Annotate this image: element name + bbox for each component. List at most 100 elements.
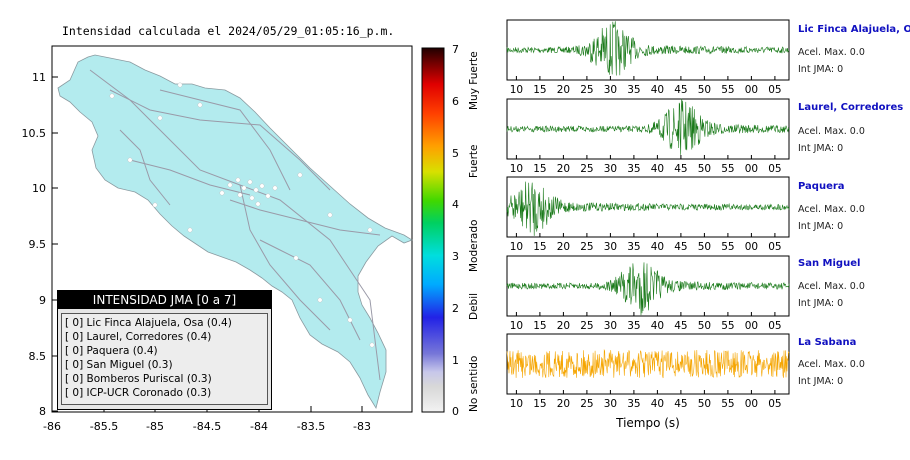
time-tick-label: 20: [557, 398, 570, 410]
time-tick-label: 00: [745, 320, 758, 332]
time-tick-label: 05: [768, 163, 781, 175]
time-tick-label: 55: [721, 241, 734, 253]
legend-body: [ 0] Lic Finca Alajuela, Osa (0.4) [ 0] …: [61, 313, 268, 405]
legend-title: INTENSIDAD JMA [0 a 7]: [58, 291, 271, 309]
y-tick-label: 10.5: [22, 127, 47, 140]
seismogram-trace: [506, 262, 790, 316]
intensity-legend: INTENSIDAD JMA [0 a 7] [ 0] Lic Finca Al…: [57, 290, 272, 410]
colorbar-tick: 1: [452, 354, 459, 367]
time-tick-label: 00: [745, 241, 758, 253]
station-name: Lic Finca Alajuela, Osa: [798, 24, 910, 35]
time-tick-label: 55: [721, 84, 734, 96]
time-tick-label: 35: [627, 241, 640, 253]
x-tick-label: -85.5: [90, 420, 118, 433]
time-tick-label: 25: [580, 163, 593, 175]
x-tick-label: -84.5: [193, 420, 221, 433]
time-tick-label: 50: [698, 163, 711, 175]
time-tick-label: 10: [510, 241, 523, 253]
time-tick-label: 25: [580, 241, 593, 253]
time-tick-label: 50: [698, 241, 711, 253]
seismogram-trace: [506, 181, 790, 236]
time-tick-label: 15: [533, 398, 546, 410]
y-tick-label: 9.5: [29, 238, 47, 251]
y-tick-label: 9: [39, 294, 46, 307]
legend-entry: [ 0] Lic Finca Alajuela, Osa (0.4): [65, 317, 232, 329]
colorbar-tick: 7: [452, 43, 459, 56]
x-tick-label: -86: [43, 420, 61, 433]
road-network: [89, 69, 381, 381]
station-jma: Int JMA: 0: [798, 143, 844, 154]
legend-entry: [ 0] Laurel, Corredores (0.4): [65, 331, 212, 343]
legend-entry: [ 0] ICP-UCR Coronado (0.3): [65, 387, 212, 399]
y-tick-label: 11: [32, 71, 46, 84]
legend-entry: [ 0] Paquera (0.4): [65, 345, 158, 357]
time-tick-label: 35: [627, 320, 640, 332]
time-tick-label: 00: [745, 163, 758, 175]
time-tick-label: 40: [651, 398, 664, 410]
time-tick-label: 40: [651, 241, 664, 253]
time-tick-label: 55: [721, 398, 734, 410]
station-jma: Int JMA: 0: [798, 376, 844, 387]
colorbar-tick: 6: [452, 95, 459, 108]
time-tick-label: 10: [510, 398, 523, 410]
station-acel: Acel. Max. 0.0: [798, 359, 865, 370]
colorbar-label: No sentido: [468, 356, 480, 412]
colorbar-label: Muy Fuerte: [468, 51, 480, 110]
time-tick-label: 35: [627, 84, 640, 96]
time-tick-label: 05: [768, 84, 781, 96]
seismogram-panels: 10 15 20 25 30 35 40 45 50 55 00 05 10 15 20 25 30 35 40 45…: [506, 19, 790, 410]
y-tick-label: 8.5: [29, 350, 47, 363]
station-name: La Sabana: [798, 337, 857, 348]
time-tick-label: 10: [510, 320, 523, 332]
time-tick-label: 30: [604, 163, 617, 175]
map-title: Intensidad calculada el 2024/05/29_01:05…: [62, 24, 395, 38]
time-tick-label: 45: [674, 398, 687, 410]
time-tick-label: 30: [604, 84, 617, 96]
time-tick-label: 25: [580, 398, 593, 410]
time-tick-label: 05: [768, 398, 781, 410]
station-jma: Int JMA: 0: [798, 221, 844, 232]
time-tick-label: 15: [533, 84, 546, 96]
time-tick-label: 25: [580, 84, 593, 96]
time-tick-label: 45: [674, 163, 687, 175]
time-tick-label: 20: [557, 241, 570, 253]
time-tick-label: 20: [557, 320, 570, 332]
colorbar-ticks: 0 1 2 3 4 5 6 7: [452, 43, 459, 418]
time-tick-label: 40: [651, 163, 664, 175]
time-tick-label: 35: [627, 163, 640, 175]
time-tick-label: 15: [533, 163, 546, 175]
time-tick-label: 35: [627, 398, 640, 410]
station-jma: Int JMA: 0: [798, 64, 844, 75]
station-name: Paquera: [798, 181, 845, 192]
seismogram-trace: [506, 21, 790, 76]
time-tick-label: 15: [533, 241, 546, 253]
x-tick-label: -83: [353, 420, 371, 433]
time-tick-label: 50: [698, 398, 711, 410]
x-tick-label: -85: [146, 420, 164, 433]
time-axis-label: Tiempo (s): [615, 416, 680, 430]
time-tick-label: 40: [651, 320, 664, 332]
colorbar-label: Debil: [468, 293, 480, 320]
time-tick-label: 55: [721, 320, 734, 332]
y-tick-label: 8: [39, 405, 46, 418]
x-tick-label: -84: [250, 420, 268, 433]
time-tick-label: 20: [557, 84, 570, 96]
time-tick-label: 40: [651, 84, 664, 96]
station-acel: Acel. Max. 0.0: [798, 47, 865, 58]
station-acel: Acel. Max. 0.0: [798, 204, 865, 215]
time-tick-label: 00: [745, 84, 758, 96]
time-tick-label: 50: [698, 320, 711, 332]
time-tick-label: 10: [510, 84, 523, 96]
time-tick-label: 45: [674, 84, 687, 96]
colorbar-tick: 4: [452, 198, 459, 211]
time-tick-label: 10: [510, 163, 523, 175]
station-acel: Acel. Max. 0.0: [798, 281, 865, 292]
time-tick-label: 45: [674, 241, 687, 253]
time-tick-label: 30: [604, 241, 617, 253]
time-tick-label: 30: [604, 320, 617, 332]
colorbar-tick: 5: [452, 147, 459, 160]
station-name: San Miguel: [798, 258, 861, 269]
time-tick-label: 45: [674, 320, 687, 332]
x-tick-label: -83.5: [297, 420, 325, 433]
colorbar-tick: 3: [452, 250, 459, 263]
